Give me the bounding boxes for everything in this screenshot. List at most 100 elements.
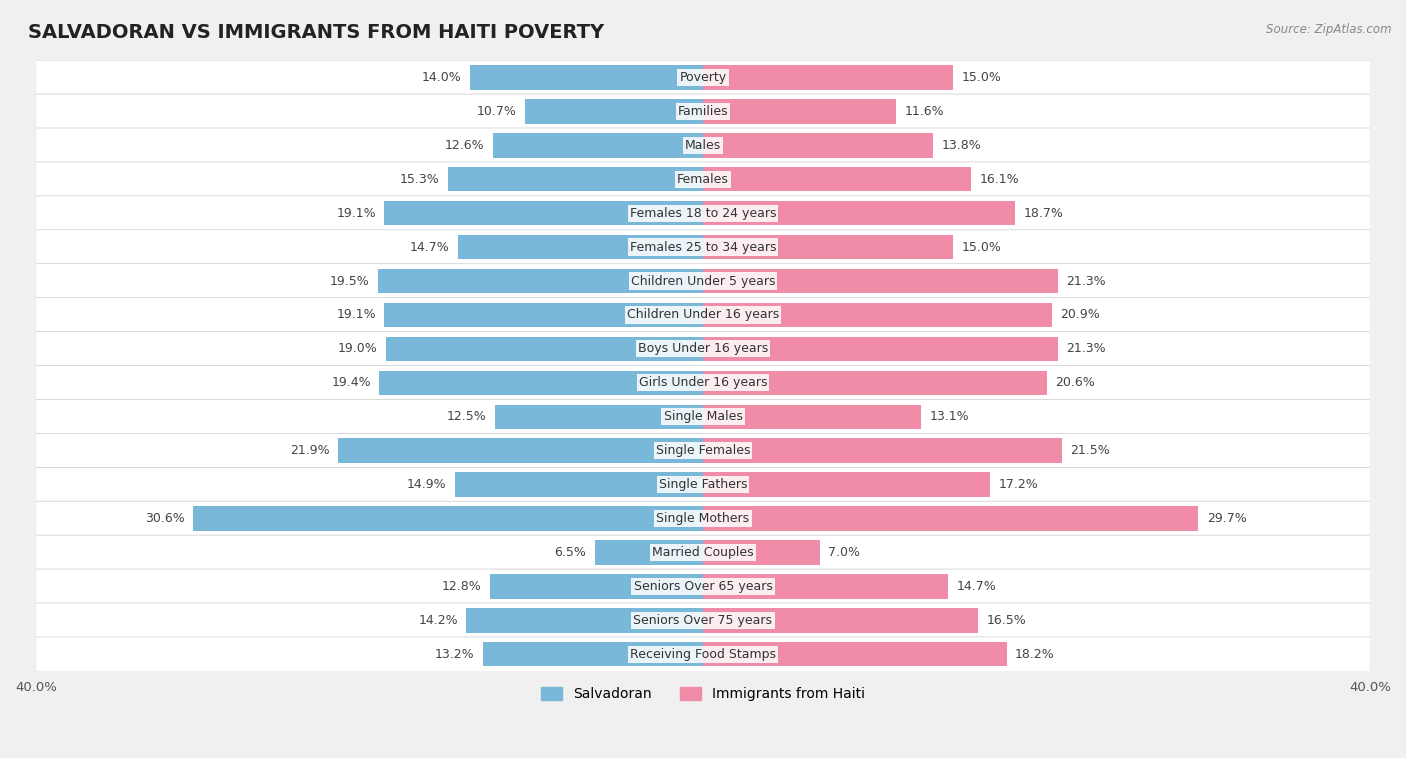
Bar [384, 302, 703, 327]
Text: Single Mothers: Single Mothers [657, 512, 749, 525]
Bar [524, 99, 703, 124]
Text: Girls Under 16 years: Girls Under 16 years [638, 376, 768, 390]
Bar [703, 540, 820, 565]
Text: Males: Males [685, 139, 721, 152]
Text: 21.5%: 21.5% [1070, 444, 1109, 457]
Bar [703, 438, 1062, 463]
Text: Poverty: Poverty [679, 71, 727, 84]
Text: Families: Families [678, 105, 728, 118]
Bar [193, 506, 703, 531]
Bar [449, 167, 703, 192]
FancyBboxPatch shape [35, 399, 1371, 434]
FancyBboxPatch shape [35, 196, 1371, 230]
Text: 10.7%: 10.7% [477, 105, 516, 118]
Text: 19.1%: 19.1% [336, 309, 377, 321]
Bar [489, 574, 703, 599]
Text: 14.7%: 14.7% [956, 580, 997, 593]
Text: Single Males: Single Males [664, 410, 742, 423]
Bar [703, 133, 934, 158]
Bar [454, 472, 703, 496]
Text: Females 18 to 24 years: Females 18 to 24 years [630, 207, 776, 220]
Bar [703, 99, 897, 124]
Bar [703, 405, 921, 429]
Bar [703, 302, 1052, 327]
Text: Receiving Food Stamps: Receiving Food Stamps [630, 648, 776, 661]
FancyBboxPatch shape [35, 60, 1371, 95]
Bar [458, 235, 703, 259]
Text: Married Couples: Married Couples [652, 546, 754, 559]
Text: 14.9%: 14.9% [406, 478, 446, 491]
Bar [378, 269, 703, 293]
FancyBboxPatch shape [35, 603, 1371, 637]
Text: 15.0%: 15.0% [962, 71, 1001, 84]
Text: 19.1%: 19.1% [336, 207, 377, 220]
Bar [337, 438, 703, 463]
Bar [703, 472, 990, 496]
Bar [467, 608, 703, 632]
Bar [703, 371, 1046, 395]
Text: Females 25 to 34 years: Females 25 to 34 years [630, 240, 776, 254]
Text: 7.0%: 7.0% [828, 546, 860, 559]
Text: 19.0%: 19.0% [337, 343, 378, 356]
FancyBboxPatch shape [35, 569, 1371, 603]
FancyBboxPatch shape [35, 637, 1371, 672]
FancyBboxPatch shape [35, 434, 1371, 468]
Text: 18.7%: 18.7% [1024, 207, 1063, 220]
Text: Seniors Over 75 years: Seniors Over 75 years [634, 614, 772, 627]
Bar [595, 540, 703, 565]
Text: 13.2%: 13.2% [434, 648, 475, 661]
Text: 21.9%: 21.9% [290, 444, 329, 457]
Bar [380, 371, 703, 395]
Text: 6.5%: 6.5% [554, 546, 586, 559]
Text: Single Females: Single Females [655, 444, 751, 457]
Text: Females: Females [678, 173, 728, 186]
Text: 12.8%: 12.8% [441, 580, 481, 593]
Text: Children Under 16 years: Children Under 16 years [627, 309, 779, 321]
Text: Boys Under 16 years: Boys Under 16 years [638, 343, 768, 356]
Bar [470, 65, 703, 89]
Text: SALVADORAN VS IMMIGRANTS FROM HAITI POVERTY: SALVADORAN VS IMMIGRANTS FROM HAITI POVE… [28, 23, 605, 42]
Text: Children Under 5 years: Children Under 5 years [631, 274, 775, 287]
Bar [703, 65, 953, 89]
Bar [482, 642, 703, 666]
Bar [387, 337, 703, 361]
Bar [384, 201, 703, 225]
FancyBboxPatch shape [35, 365, 1371, 400]
Text: Single Fathers: Single Fathers [659, 478, 747, 491]
Text: 21.3%: 21.3% [1067, 343, 1107, 356]
Text: 20.6%: 20.6% [1054, 376, 1095, 390]
FancyBboxPatch shape [35, 467, 1371, 502]
Bar [703, 608, 979, 632]
Text: 17.2%: 17.2% [998, 478, 1038, 491]
Text: 11.6%: 11.6% [905, 105, 945, 118]
Text: 16.5%: 16.5% [987, 614, 1026, 627]
Bar [703, 337, 1059, 361]
Bar [703, 506, 1198, 531]
Text: 12.5%: 12.5% [447, 410, 486, 423]
FancyBboxPatch shape [35, 501, 1371, 536]
Bar [703, 269, 1059, 293]
Text: 13.8%: 13.8% [942, 139, 981, 152]
Text: 14.7%: 14.7% [409, 240, 450, 254]
Bar [703, 235, 953, 259]
Text: 15.3%: 15.3% [399, 173, 440, 186]
Bar [703, 201, 1015, 225]
Text: Seniors Over 65 years: Seniors Over 65 years [634, 580, 772, 593]
Text: 21.3%: 21.3% [1067, 274, 1107, 287]
FancyBboxPatch shape [35, 128, 1371, 163]
Text: 20.9%: 20.9% [1060, 309, 1099, 321]
Bar [703, 574, 948, 599]
FancyBboxPatch shape [35, 162, 1371, 196]
Text: 19.4%: 19.4% [332, 376, 371, 390]
Text: 19.5%: 19.5% [330, 274, 370, 287]
FancyBboxPatch shape [35, 230, 1371, 265]
Text: 30.6%: 30.6% [145, 512, 184, 525]
Text: 14.0%: 14.0% [422, 71, 461, 84]
FancyBboxPatch shape [35, 94, 1371, 129]
Text: 15.0%: 15.0% [962, 240, 1001, 254]
Bar [494, 133, 703, 158]
Text: 13.1%: 13.1% [929, 410, 969, 423]
Bar [703, 167, 972, 192]
Text: 14.2%: 14.2% [418, 614, 458, 627]
Text: 29.7%: 29.7% [1206, 512, 1246, 525]
